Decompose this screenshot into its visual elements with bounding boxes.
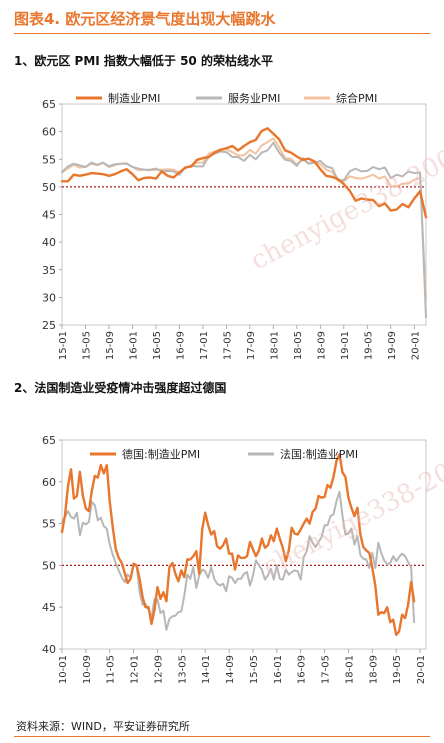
x-tick-label: 17-05 [321,655,332,684]
x-tick-label: 18-05 [293,331,304,360]
x-tick-label: 19-01 [340,331,351,360]
legend-label-1: 服务业PMI [228,92,280,105]
y-tick-label: 25 [42,319,56,332]
chart-2-subtitle: 2、法国制造业受疫情冲击强度超过德国 [14,381,227,395]
x-tick-label: 15-09 [105,331,116,360]
y-tick-label: 65 [42,434,56,447]
y-tick-label: 50 [42,181,56,194]
plot-frame [61,103,427,326]
x-tick-label: 20-01 [416,655,427,684]
x-tick-label: 10-01 [58,655,69,684]
series-line-1 [61,490,416,631]
x-tick-label: 10-09 [82,655,93,684]
y-tick-label: 40 [42,643,56,656]
chart-1-subtitle: 1、欧元区 PMI 指数大幅低于 50 的荣枯线水平 [14,54,273,68]
x-tick-label: 12-01 [130,655,141,684]
x-tick-label: 17-01 [199,331,210,360]
source-note: 资料来源：WIND，平安证券研究所 [16,720,190,733]
x-tick-label: 17-09 [246,331,257,360]
x-tick-label: 18-01 [344,655,355,684]
germany-france-pmi-chart: 40 45 50 55 60 65 10-01 10-09 11-05 12-01 12-09 13-… [42,434,427,684]
legend-label-0: 制造业PMI [108,91,160,105]
x-tick-label: 14-01 [201,655,212,684]
series-line-2 [61,137,427,300]
y-tick-label: 35 [42,264,56,277]
x-tick-label: 20-01 [410,331,421,360]
x-tick-label: 19-05 [363,331,374,360]
x-tick-label: 18-01 [269,331,280,360]
x-tick-label: 11-05 [106,655,117,684]
x-tick-label: 15-01 [58,331,69,360]
x-tick-label: 15-05 [249,655,260,684]
y-tick-label: 45 [42,209,56,222]
legend-label-1: 法国:制造业PMI [280,447,358,461]
x-tick-label: 16-09 [175,331,186,360]
figure-title: 图表4. 欧元区经济景气度出现大幅跳水 [14,10,276,28]
y-tick-label: 65 [42,98,56,111]
plot-frame [61,439,427,650]
x-tick-label: 14-09 [225,655,236,684]
x-tick-label: 19-05 [392,655,403,684]
x-tick-label: 13-05 [177,655,188,684]
y-tick-label: 40 [42,236,56,249]
x-tick-label: 19-09 [387,331,398,360]
legend-label-0: 德国:制造业PMI [122,447,200,461]
x-tick-label: 16-01 [128,331,139,360]
eurozone-pmi-chart: 25 30 35 40 45 50 55 60 65 15-01 15-05 15-09 16-01 16… [42,91,428,360]
y-tick-label: 60 [42,126,56,139]
x-tick-label: 12-09 [153,655,164,684]
series-line-1 [61,141,427,319]
x-tick-label: 15-05 [81,331,92,360]
legend-label-2: 综合PMI [336,91,377,105]
y-tick-label: 50 [42,559,56,572]
x-tick-label: 18-09 [368,655,379,684]
y-tick-label: 55 [42,518,56,531]
series-line-0 [60,453,416,637]
x-tick-label: 16-05 [152,331,163,360]
x-tick-label: 18-09 [316,331,327,360]
y-tick-label: 60 [42,476,56,489]
y-tick-label: 55 [42,153,56,166]
series-line-0 [60,127,428,219]
x-tick-label: 17-05 [222,331,233,360]
y-tick-label: 30 [42,291,56,304]
x-tick-label: 16-09 [297,655,308,684]
y-tick-label: 45 [42,601,56,614]
x-tick-label: 16-01 [273,655,284,684]
title-divider [14,33,430,34]
bottom-divider [14,736,430,737]
